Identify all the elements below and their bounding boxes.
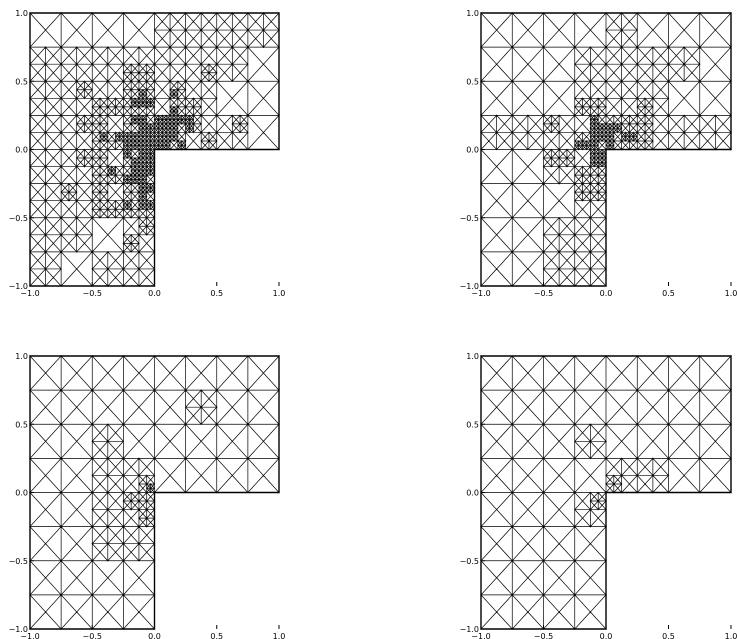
x-tick-label: −0.5 (83, 632, 102, 639)
mesh-panel-2: −1.0 −0.5 0.0 0.5 1.0 −1.0 −0.5 0.0 0.5 1.0 (460, 9, 737, 298)
x-tick-label: −1.0 (20, 632, 39, 639)
y-tick-label: −0.5 (460, 214, 479, 223)
x-tick-label: 1.0 (725, 289, 737, 298)
y-tick-label: 0.0 (466, 146, 479, 155)
y-tick-label: 1.0 (466, 352, 479, 361)
mesh-panel-4: −1.0 −0.5 0.0 0.5 1.0 −1.0 −0.5 0.0 0.5 1.0 (460, 352, 737, 639)
y-tick-label: −0.5 (9, 557, 28, 566)
y-tick-label: −1.0 (9, 282, 28, 291)
y-tick-label: 1.0 (15, 352, 28, 361)
mesh-panel-1: −1.0 −0.5 0.0 0.5 1.0 −1.0 −0.5 0.0 0.5 1.0 (9, 9, 286, 298)
x-tick-label: 0.0 (600, 289, 613, 298)
x-tick-label: −1.0 (471, 632, 490, 639)
mesh-panel-3: −1.0 −0.5 0.0 0.5 1.0 −1.0 −0.5 0.0 0.5 1.0 (9, 352, 286, 639)
y-tick-label: −1.0 (9, 625, 28, 634)
mesh-edges (29, 355, 280, 630)
x-tick-label: 0.5 (662, 289, 675, 298)
x-tick-label: 0.5 (210, 289, 223, 298)
y-tick-label: 0.5 (466, 77, 479, 86)
x-tick-label: 0.0 (148, 289, 161, 298)
y-tick-label: 1.0 (15, 9, 28, 18)
x-tick-label: 1.0 (273, 632, 286, 639)
y-tick-label: 1.0 (466, 9, 479, 18)
x-tick-label: 0.5 (662, 632, 675, 639)
y-tick-label: −0.5 (460, 557, 479, 566)
x-tick-label: 1.0 (725, 632, 737, 639)
x-tick-label: −1.0 (20, 289, 39, 298)
x-tick-label: −0.5 (534, 632, 553, 639)
x-tick-label: 0.5 (210, 632, 223, 639)
x-tick-label: 0.0 (148, 632, 161, 639)
mesh-edges (29, 12, 280, 287)
y-tick-label: 0.5 (15, 77, 28, 86)
x-tick-label: −0.5 (83, 289, 102, 298)
x-tick-label: 1.0 (273, 289, 286, 298)
y-tick-label: 0.0 (466, 489, 479, 498)
y-tick-label: 0.5 (15, 420, 28, 429)
y-tick-label: 0.0 (15, 146, 28, 155)
y-tick-label: −0.5 (9, 214, 28, 223)
y-tick-label: 0.5 (466, 420, 479, 429)
x-tick-label: −0.5 (534, 289, 553, 298)
x-tick-label: 0.0 (600, 632, 613, 639)
y-tick-label: −1.0 (460, 625, 479, 634)
mesh-edges (480, 355, 732, 630)
mesh-edges (480, 12, 732, 287)
y-tick-label: 0.0 (15, 489, 28, 498)
x-tick-label: −1.0 (471, 289, 490, 298)
y-tick-label: −1.0 (460, 282, 479, 291)
